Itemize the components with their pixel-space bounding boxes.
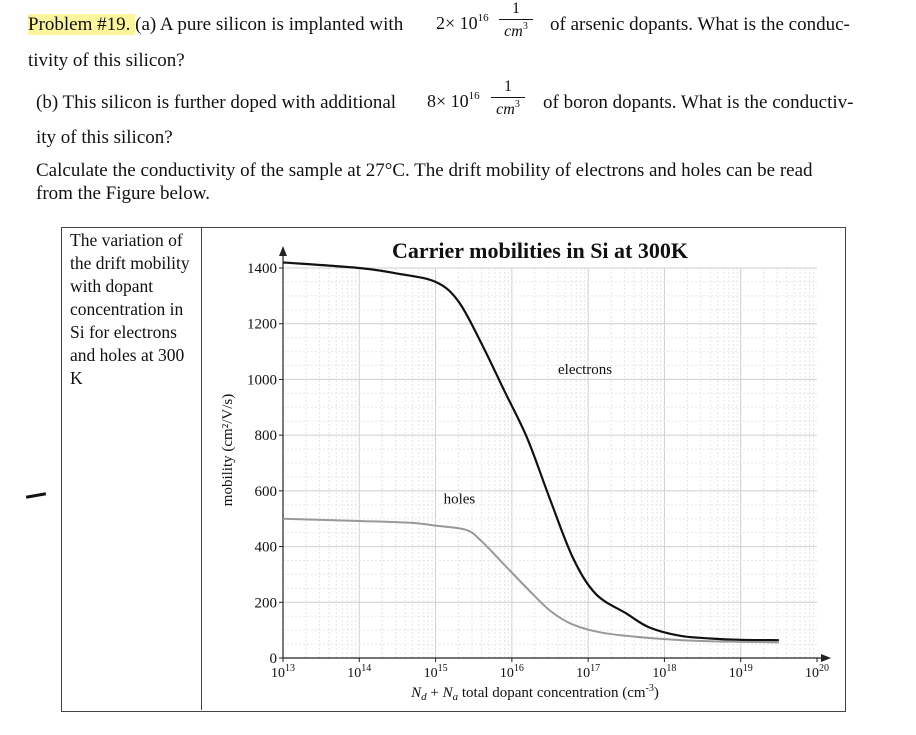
y-tick-label: 200: [255, 595, 278, 611]
problem-a-line2: tivity of this silicon?: [28, 50, 185, 71]
b-coefficient: 8× 1016: [427, 90, 480, 112]
chart-title: Carrier mobilities in Si at 300K: [392, 238, 688, 263]
a-fraction: 1 cm3: [499, 0, 533, 46]
x-label-rest: total dopant concentration (cm: [458, 685, 646, 701]
problem-a-line1: Problem #19. (a) A pure silicon is impla…: [28, 14, 403, 36]
b-frac-den: cm3: [491, 99, 525, 119]
problem-a-rest: of arsenic dopants. What is the conduc-: [550, 14, 850, 35]
x-tick-base: 10: [347, 666, 361, 681]
b-frac-num: 1: [504, 78, 512, 95]
x-label-plus: +: [427, 685, 443, 701]
y-tick-labels: 0 200 400 600 800 1000 1200 1400: [247, 261, 277, 667]
x-tick-exp: 20: [819, 663, 829, 674]
series-electrons: [282, 261, 779, 642]
b-fraction: 1 cm3: [491, 78, 525, 124]
x-tick-labels: 1013 1014 1015 1016 1017 1018 1019 1020: [271, 663, 829, 681]
x-tick-label: 1013: [271, 663, 295, 681]
y-tick-label: 0: [270, 651, 278, 667]
x-tick-base: 10: [271, 666, 285, 681]
x-tick-base: 10: [424, 666, 438, 681]
x-tick-label: 1018: [652, 663, 676, 681]
problem-label: Problem #19.: [28, 14, 131, 35]
a-coef-exp: 16: [477, 12, 489, 24]
a-frac-num: 1: [512, 0, 520, 17]
x-tick-exp: 16: [514, 663, 524, 674]
b-frac-bar: [491, 97, 525, 98]
b-frac-den-text: cm: [496, 101, 515, 118]
x-tick-base: 10: [576, 666, 590, 681]
x-tick-label: 1014: [347, 663, 371, 681]
a-frac-den-text: cm: [504, 23, 523, 40]
x-label-exp: -3: [646, 683, 654, 694]
a-frac-bar: [499, 19, 533, 20]
x-tick-base: 10: [500, 666, 514, 681]
series-holes: [282, 517, 779, 644]
x-axis-arrow: [821, 654, 831, 662]
figure-table-divider: [201, 227, 202, 710]
x-tick-base: 10: [729, 666, 743, 681]
problem-b-rest: of boron dopants. What is the conductiv-: [543, 92, 854, 113]
problem-a-intro: (a) A pure silicon is implanted with: [135, 14, 404, 35]
problem-a-prefix: [130, 14, 136, 35]
b-frac-den-exp: 3: [514, 99, 520, 110]
x-tick-label: 1020: [805, 663, 829, 681]
y-axis-arrow: [279, 246, 287, 256]
chart-axes: [279, 246, 831, 662]
x-tick-label: 1015: [424, 663, 448, 681]
problem-b-line2: ity of this silicon?: [36, 127, 173, 148]
x-tick-exp: 14: [361, 663, 371, 674]
problem-b-intro: (b) This silicon is further doped with a…: [36, 92, 397, 113]
b-coef-exp: 16: [468, 90, 480, 102]
y-tick-label: 1000: [247, 372, 277, 388]
x-tick-exp: 13: [285, 663, 295, 674]
figure-table: [61, 227, 846, 712]
annotation-electrons: electrons: [558, 362, 612, 378]
y-tick-label: 1200: [247, 317, 277, 333]
x-tick-label: 1016: [500, 663, 524, 681]
a-coefficient: 2× 1016: [436, 12, 489, 34]
x-tick-base: 10: [652, 666, 666, 681]
annotation-holes: holes: [444, 491, 476, 507]
x-label-close: ): [654, 685, 659, 701]
a-frac-den-exp: 3: [522, 21, 528, 32]
x-axis-label: Nd + Na total dopant concentration (cm-3…: [410, 683, 659, 703]
chart-annotations: electrons holes: [444, 362, 613, 508]
chart-grid: [282, 267, 817, 659]
x-tick-label: 1017: [576, 663, 600, 681]
x-tick-exp: 18: [666, 663, 676, 674]
y-tick-label: 800: [255, 428, 278, 444]
x-tick-label: 1019: [729, 663, 753, 681]
y-axis-label: mobility (cm²/V/s): [220, 394, 236, 506]
a-coef-text: 2× 10: [436, 13, 478, 33]
chart-series: [282, 261, 779, 644]
x-label-n2: N: [442, 685, 454, 701]
x-tick-base: 10: [805, 666, 819, 681]
calc-line2: from the Figure below.: [36, 183, 210, 204]
x-label-n1: N: [410, 685, 422, 701]
figure-caption: The variation of the drift mobility with…: [70, 230, 190, 388]
y-tick-label: 1400: [247, 261, 277, 277]
x-tick-exp: 17: [590, 663, 600, 674]
y-tick-label: 400: [255, 540, 278, 556]
a-frac-den: cm3: [499, 21, 533, 41]
x-tick-exp: 15: [438, 663, 448, 674]
calc-line1: Calculate the conductivity of the sample…: [36, 160, 813, 181]
x-label-s1: d: [421, 691, 427, 703]
y-tick-label: 600: [255, 484, 278, 500]
b-coef-text: 8× 10: [427, 91, 469, 111]
x-label-s2: a: [453, 691, 459, 703]
x-tick-exp: 19: [743, 663, 753, 674]
